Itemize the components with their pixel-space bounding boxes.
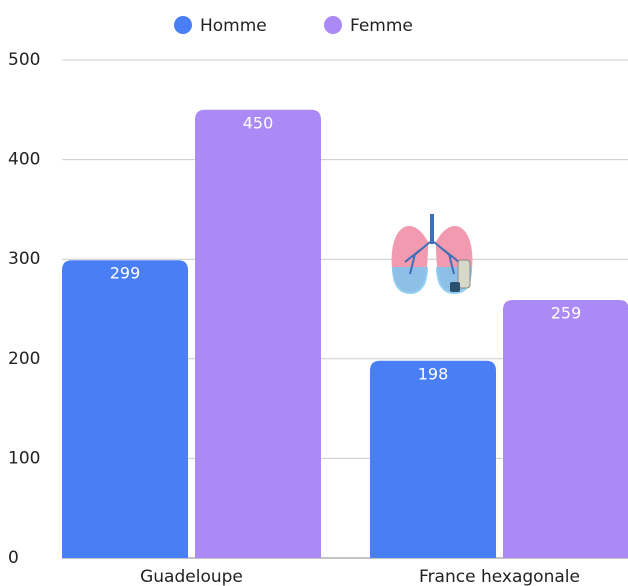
lungs-icon [392, 214, 473, 294]
y-tick-label: 100 [8, 448, 40, 468]
bar [503, 300, 628, 558]
x-tick-label: Guadeloupe [140, 567, 243, 586]
value-label: 299 [110, 264, 141, 283]
value-label: 259 [551, 304, 582, 323]
y-tick-label: 300 [8, 249, 40, 269]
value-label: 198 [418, 364, 449, 383]
x-tick-label: France hexagonale [419, 567, 580, 586]
legend-marker [174, 16, 192, 34]
y-tick-label: 0 [8, 548, 19, 568]
y-tick-label: 200 [8, 349, 40, 369]
bar [62, 260, 188, 558]
legend-label: Homme [200, 16, 267, 36]
bar [370, 361, 496, 558]
y-tick-label: 400 [8, 150, 40, 170]
bar [195, 110, 321, 558]
legend-label: Femme [350, 16, 413, 36]
chart: 0 100 200 300 400 500 Homme Femme 299 450 Guadelou… [0, 0, 628, 586]
y-tick-label: 500 [8, 50, 40, 70]
legend-marker [324, 16, 342, 34]
value-label: 450 [243, 113, 274, 132]
